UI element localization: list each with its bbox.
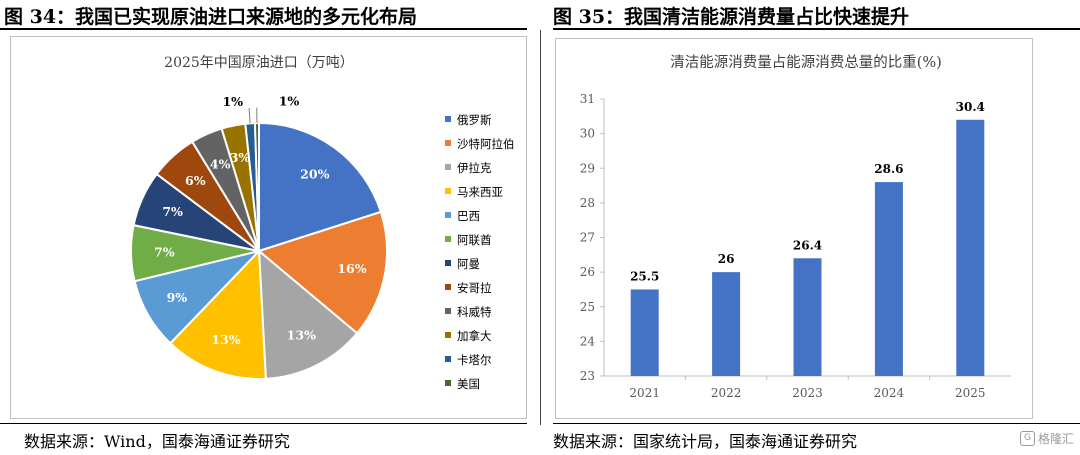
legend-swatch: [445, 116, 451, 122]
pie-data-label: 3%: [230, 150, 251, 165]
bar-data-label: 25.5: [630, 269, 659, 283]
watermark: G 格隆汇: [1019, 430, 1074, 447]
pie-slice: [168, 248, 267, 380]
y-tick-label: 26: [580, 265, 595, 279]
left-source-rule: [0, 423, 527, 424]
right-figure-title: 图 35：我国清洁能源消费量占比快速提升: [553, 6, 910, 28]
pie-slice: [256, 210, 388, 335]
legend-label: 马来西亚: [457, 185, 503, 199]
legend-label: 阿曼: [457, 257, 480, 271]
legend-swatch: [445, 260, 451, 266]
bar-data-label: 30.4: [956, 100, 985, 114]
pie-data-label: 13%: [287, 328, 316, 343]
pie-data-label: 1%: [222, 94, 243, 109]
bar: [630, 289, 659, 376]
right-source-rule: [553, 423, 1080, 424]
legend-swatch: [445, 380, 451, 386]
legend-swatch: [445, 308, 451, 314]
pie-data-label: 6%: [185, 173, 206, 188]
legend-swatch: [445, 164, 451, 170]
x-tick-label: 2024: [874, 386, 905, 400]
legend-label: 巴西: [457, 209, 480, 223]
legend-swatch: [445, 140, 451, 146]
y-tick-label: 29: [580, 161, 595, 175]
pie-data-label: 7%: [162, 204, 183, 219]
y-tick-label: 30: [580, 127, 595, 141]
bar-data-label: 26: [718, 252, 735, 266]
left-figure-title: 图 34：我国已实现原油进口来源地的多元化布局: [4, 6, 418, 28]
left-source-note: 数据来源：Wind，国泰海通证券研究: [24, 432, 290, 451]
legend-swatch: [445, 332, 451, 338]
pie-leader-line: [248, 107, 251, 124]
y-tick-label: 25: [580, 300, 595, 314]
figure-divider: [540, 30, 541, 425]
gelonghui-logo-icon: G: [1019, 431, 1035, 446]
right-source-note: 数据来源：国家统计局，国泰海通证券研究: [553, 432, 858, 451]
legend-label: 科威特: [457, 305, 492, 319]
x-tick-label: 2023: [792, 386, 823, 400]
y-tick-label: 24: [580, 334, 596, 348]
x-tick-label: 2021: [629, 386, 660, 400]
pie-slice: [258, 121, 383, 253]
legend-label: 安哥拉: [457, 281, 492, 295]
pie-chart: 2025年中国原油进口（万吨） 20% 16% 13% 13% 9% 7% 7% 6% 4% 3% 1…: [130, 55, 515, 391]
legend-label: 沙特阿拉伯: [457, 137, 515, 151]
bar-chart-panel: 清洁能源消费量占能源消费总量的比重(%) 23 24 25 26 27 28 29 30 31 25…: [555, 38, 1033, 419]
y-tick-label: 31: [580, 92, 595, 106]
bar-chart: 清洁能源消费量占能源消费总量的比重(%) 23 24 25 26 27 28 29 30 31 25…: [580, 54, 1011, 400]
x-tick-label: 2025: [955, 386, 986, 400]
legend-swatch: [445, 212, 451, 218]
bar-title: 清洁能源消费量占能源消费总量的比重(%): [670, 54, 942, 71]
legend-label: 美国: [457, 377, 480, 391]
left-title-rule: [0, 28, 527, 30]
pie-data-label: 16%: [337, 261, 366, 276]
legend-label: 卡塔尔: [457, 353, 492, 367]
watermark-text: 格隆汇: [1037, 432, 1074, 446]
y-tick-label: 23: [580, 369, 595, 383]
y-tick-label: 27: [580, 231, 595, 245]
bar-data-label: 28.6: [874, 162, 903, 176]
pie-data-label: 20%: [300, 166, 329, 181]
pie-slice: [257, 248, 359, 380]
pie-data-label: 7%: [154, 245, 175, 260]
pie-title: 2025年中国原油进口（万吨）: [164, 55, 354, 71]
x-tick-label: 2022: [711, 386, 742, 400]
pie-chart-panel: 2025年中国原油进口（万吨） 20% 16% 13% 13% 9% 7% 7% 6% 4% 3% 1…: [10, 36, 527, 419]
y-tick-label: 28: [580, 196, 595, 210]
pie-data-label: 9%: [167, 290, 188, 305]
bar-data-label: 26.4: [793, 238, 822, 252]
legend-label: 俄罗斯: [457, 113, 492, 127]
pie-data-label: 4%: [210, 157, 231, 172]
right-title-rule: [553, 28, 1080, 30]
legend-label: 伊拉克: [457, 161, 492, 175]
bar: [793, 258, 822, 376]
pie-data-label: 13%: [211, 332, 240, 347]
legend-label: 阿联酋: [457, 233, 492, 247]
bar: [874, 182, 903, 376]
bar: [712, 272, 741, 376]
legend-swatch: [445, 188, 451, 194]
pie-data-label: 1%: [279, 94, 300, 109]
legend-swatch: [445, 236, 451, 242]
bar: [956, 119, 985, 377]
legend-swatch: [445, 284, 451, 290]
legend-swatch: [445, 356, 451, 362]
legend-label: 加拿大: [457, 329, 492, 343]
